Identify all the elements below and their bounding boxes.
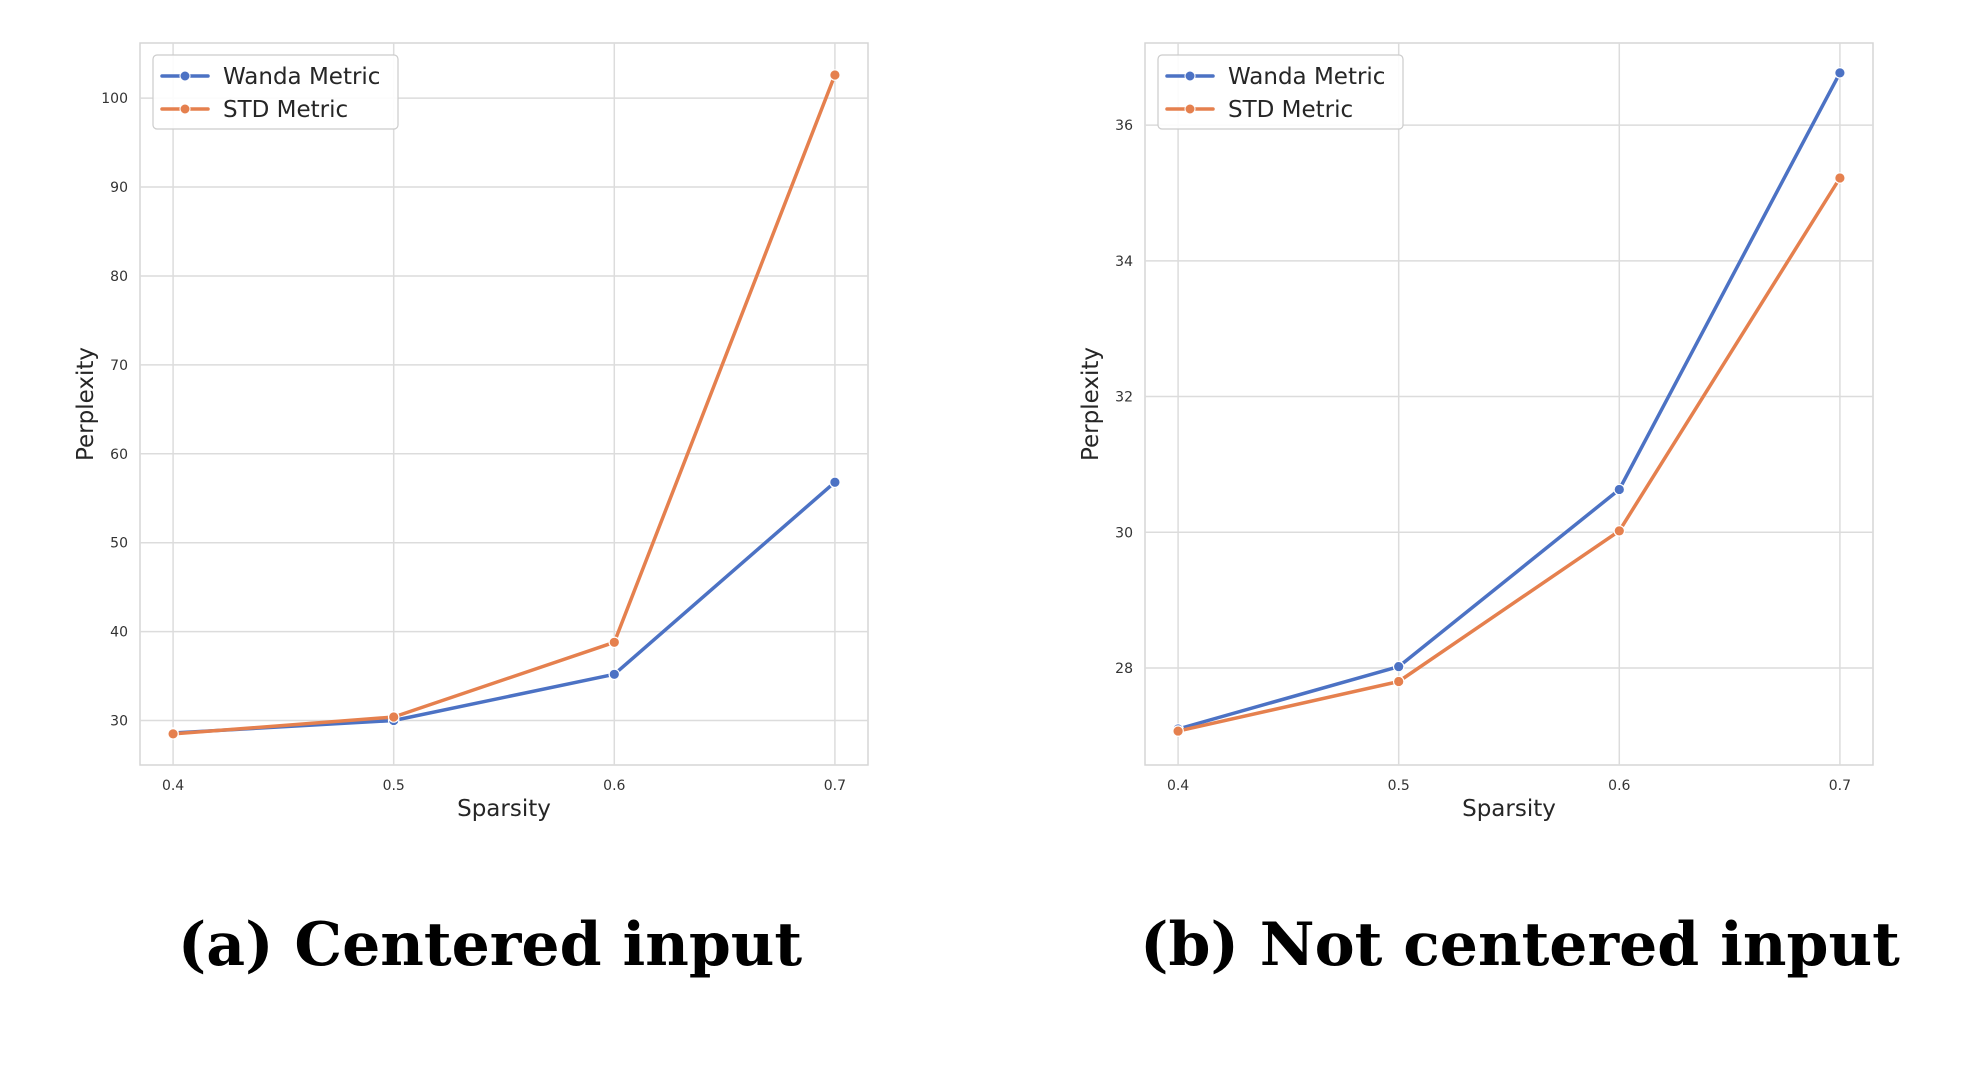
y-tick-label: 30 xyxy=(110,714,128,730)
legend-box xyxy=(152,54,399,130)
legend-label: Wanda Metric xyxy=(223,64,380,90)
x-tick-label: 0.5 xyxy=(383,778,405,794)
data-point xyxy=(829,69,841,81)
legend-label: Wanda Metric xyxy=(1228,64,1385,90)
data-point xyxy=(1613,525,1626,537)
x-tick-label: 0.7 xyxy=(1829,778,1851,794)
data-point xyxy=(608,668,621,681)
legend-box xyxy=(1157,54,1404,130)
y-tick-label: 100 xyxy=(101,91,128,107)
plot-area xyxy=(139,42,869,766)
y-tick-label: 34 xyxy=(1115,254,1133,270)
data-point xyxy=(1392,675,1405,688)
y-axis-label: Perplexity xyxy=(73,347,99,461)
y-tick-label: 70 xyxy=(110,358,128,374)
y-tick-label: 80 xyxy=(110,269,128,285)
legend-marker xyxy=(179,70,191,82)
data-point xyxy=(1392,660,1405,673)
data-point xyxy=(387,711,400,723)
y-tick-label: 28 xyxy=(1115,661,1133,677)
legend-label: STD Metric xyxy=(1228,97,1353,123)
data-point xyxy=(1834,172,1846,184)
data-point xyxy=(1834,67,1846,79)
data-point xyxy=(829,476,841,489)
y-tick-label: 30 xyxy=(1115,525,1133,541)
series-line xyxy=(1176,71,1842,731)
x-tick-label: 0.5 xyxy=(1388,778,1410,794)
y-tick-label: 36 xyxy=(1115,118,1133,134)
series-line xyxy=(1176,176,1842,733)
y-tick-label: 50 xyxy=(110,536,128,552)
y-axis-label: Perplexity xyxy=(1078,347,1104,461)
x-tick-label: 0.4 xyxy=(1167,778,1189,794)
caption-centered-input: (a) Centered input xyxy=(177,910,803,980)
legend-label: STD Metric xyxy=(223,97,348,123)
x-tick-label: 0.7 xyxy=(824,778,846,794)
data-point xyxy=(1613,483,1626,496)
series-line xyxy=(171,73,837,736)
data-point xyxy=(1172,725,1184,737)
legend-marker xyxy=(1184,103,1196,115)
caption-not-centered-input: (b) Not centered input xyxy=(1140,910,1900,980)
x-axis-label: Sparsity xyxy=(1462,796,1556,822)
legend-marker xyxy=(1184,70,1196,82)
x-tick-label: 0.4 xyxy=(162,778,184,794)
y-tick-label: 90 xyxy=(110,180,128,196)
plot-area xyxy=(1144,42,1874,766)
y-tick-label: 60 xyxy=(110,447,128,463)
data-point xyxy=(167,728,179,740)
legend-marker xyxy=(179,103,191,115)
y-tick-label: 32 xyxy=(1115,390,1133,406)
x-tick-label: 0.6 xyxy=(1608,778,1630,794)
x-axis-label: Sparsity xyxy=(457,796,551,822)
y-tick-label: 40 xyxy=(110,625,128,641)
data-point xyxy=(608,636,621,649)
x-tick-label: 0.6 xyxy=(603,778,625,794)
